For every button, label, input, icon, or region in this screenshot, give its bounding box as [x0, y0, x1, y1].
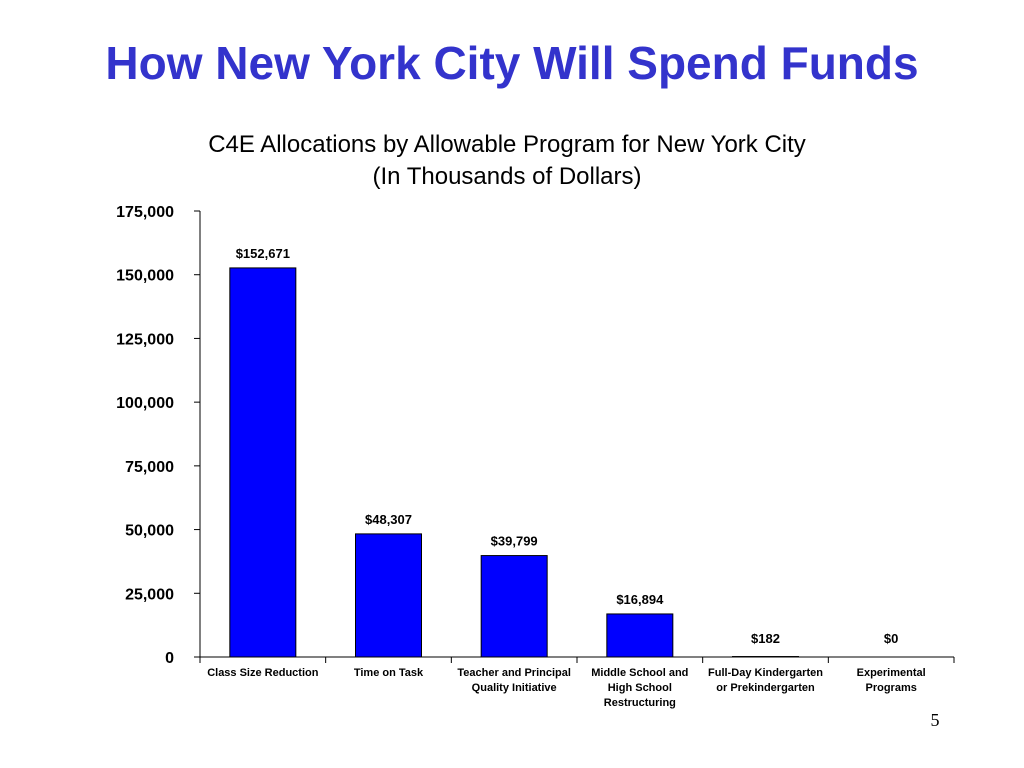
bar — [480, 555, 548, 658]
x-tick-label: Full-Day Kindergarten — [708, 667, 823, 679]
bar — [606, 613, 674, 658]
y-tick-label: 100,000 — [116, 395, 174, 412]
data-label: $16,894 — [616, 592, 664, 607]
x-tick-label: or Prekindergarten — [716, 682, 815, 694]
y-tick-label: 50,000 — [125, 523, 174, 540]
data-label: $0 — [884, 631, 898, 646]
y-tick-label: 0 — [165, 650, 174, 667]
chart-subtitle: (In Thousands of Dollars) — [372, 163, 641, 190]
y-tick-label: 125,000 — [116, 331, 174, 348]
x-tick-label: Experimental — [857, 667, 926, 679]
data-label: $152,671 — [236, 246, 290, 261]
x-tick-label: Quality Initiative — [472, 682, 557, 694]
data-label: $39,799 — [491, 534, 538, 549]
y-tick-label: 75,000 — [125, 459, 174, 476]
chart-body: 0 25,000 50,000 75,000 100,000 125,000 150,000… — [116, 204, 955, 709]
x-tick-label: Time on Task — [354, 667, 424, 679]
x-tick-label: Restructuring — [604, 697, 676, 709]
bar — [229, 267, 297, 658]
y-tick-label: 150,000 — [116, 268, 174, 285]
data-label: $182 — [751, 631, 780, 646]
bar — [355, 533, 422, 658]
x-tick-label: Middle School and — [591, 667, 688, 679]
slide-title: How New York City Will Spend Funds — [105, 37, 919, 89]
x-tick-label: Teacher and Principal — [457, 667, 571, 679]
x-tick-label: Class Size Reduction — [207, 667, 319, 679]
y-tick-label: 25,000 — [125, 586, 174, 603]
y-tick-label: 175,000 — [116, 204, 174, 221]
data-label: $48,307 — [365, 512, 412, 527]
chart-title: C4E Allocations by Allowable Program for… — [208, 131, 806, 158]
page-number: 5 — [930, 710, 940, 730]
x-tick-label: High School — [608, 682, 672, 694]
x-tick-label: Programs — [865, 682, 916, 694]
